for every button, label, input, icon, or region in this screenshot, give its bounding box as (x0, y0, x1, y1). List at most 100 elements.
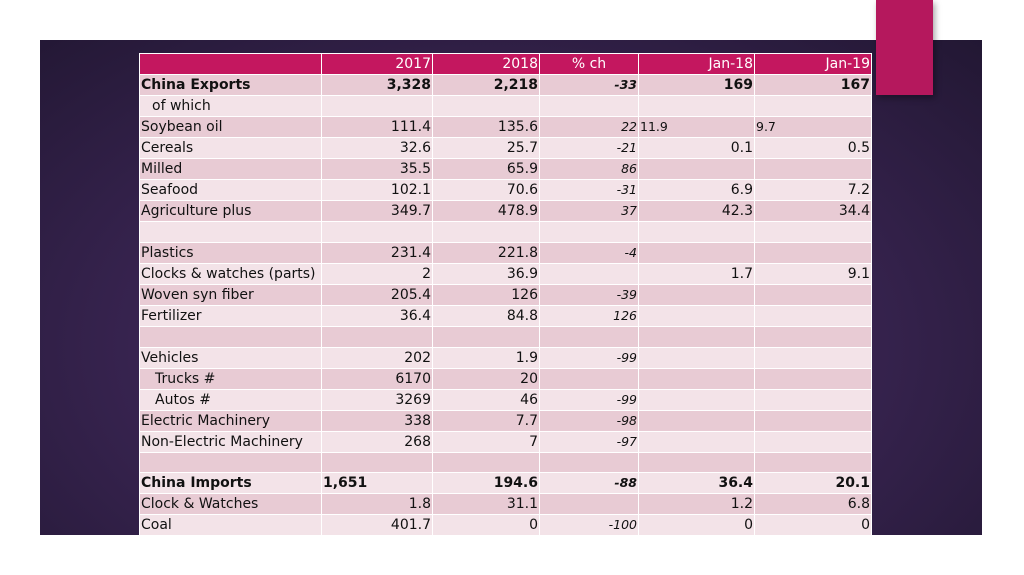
cell-jan-19: 7.2 (754, 179, 872, 201)
cell-2018: 478.9 (432, 200, 540, 222)
cell-2017: 102.1 (321, 179, 433, 201)
cell-2018: 70.6 (432, 179, 540, 201)
cell-2017: 111.4 (321, 116, 433, 138)
cell-2017 (321, 451, 433, 474)
table-row: Seafood 102.1 70.6 -31 6.9 7.2 (139, 179, 872, 201)
cell-2018: 7 (432, 430, 540, 453)
table-row: Cereals 32.6 25.7 -21 0.1 0.5 (139, 137, 872, 159)
cell-2018: 46 (432, 388, 540, 411)
cell-2017: 32.6 (321, 137, 433, 159)
row-label: Agriculture plus (139, 200, 322, 222)
cell-jan-19 (754, 304, 872, 327)
cell-jan-19 (754, 241, 872, 264)
table-row: Vehicles 202 1.9 -99 (139, 346, 872, 369)
row-label: Electric Machinery (139, 409, 322, 432)
cell-2017: 202 (321, 346, 433, 369)
cell-jan-19: 9.7 (754, 116, 872, 138)
cell-jan-19: 20.1 (754, 472, 872, 495)
table-row: Milled 35.5 65.9 86 (139, 158, 872, 180)
cell-2018: 194.6 (432, 472, 540, 495)
cell-2017: 401.7 (321, 514, 433, 537)
cell-jan-19 (754, 409, 872, 432)
cell-jan-19 (754, 325, 872, 348)
cell-2018: 20 (432, 367, 540, 390)
cell-jan-18 (638, 367, 755, 390)
cell-2018: 1.9 (432, 346, 540, 369)
cell-2017: 349.7 (321, 200, 433, 222)
cell-2017: 231.4 (321, 241, 433, 264)
cell-2017: 3269 (321, 388, 433, 411)
cell-pct-change (539, 367, 639, 390)
cell-jan-19 (754, 367, 872, 390)
cell-jan-18: 169 (638, 74, 755, 96)
row-label: Coal (139, 514, 322, 537)
cell-2018: 126 (432, 283, 540, 306)
cell-jan-18 (638, 346, 755, 369)
cell-pct-change: -98 (539, 409, 639, 432)
cell-pct-change (539, 325, 639, 348)
table-row (139, 325, 872, 348)
cell-jan-18: 42.3 (638, 200, 755, 222)
header-jan-19: Jan-19 (754, 53, 872, 75)
table-row: Fertilizer 36.4 84.8 126 (139, 304, 872, 327)
cell-jan-18 (638, 304, 755, 327)
row-label: Trucks # (139, 367, 322, 390)
cell-2018: 36.9 (432, 262, 540, 285)
cell-pct-change: 86 (539, 158, 639, 180)
cell-2018: 84.8 (432, 304, 540, 327)
cell-pct-change (539, 221, 639, 243)
table-row: Plastics 231.4 221.8 -4 (139, 241, 872, 264)
cell-pct-change: -4 (539, 241, 639, 264)
cell-jan-18: 1.7 (638, 262, 755, 285)
cell-pct-change (539, 95, 639, 117)
cell-pct-change: -31 (539, 179, 639, 201)
table-row: Autos # 3269 46 -99 (139, 388, 872, 411)
cell-pct-change: -97 (539, 430, 639, 453)
cell-jan-18: 0 (638, 514, 755, 537)
cell-pct-change: -99 (539, 346, 639, 369)
cell-2018: 65.9 (432, 158, 540, 180)
cell-2017: 1.8 (321, 493, 433, 516)
cell-jan-18: 36.4 (638, 472, 755, 495)
cell-pct-change: -100 (539, 514, 639, 537)
row-label: China Imports (139, 472, 322, 495)
header-2018: 2018 (432, 53, 540, 75)
cell-jan-18 (638, 430, 755, 453)
table-row: China Exports 3,328 2,218 -33 169 167 (139, 74, 872, 96)
cell-2018: 135.6 (432, 116, 540, 138)
cell-2017: 6170 (321, 367, 433, 390)
cell-pct-change: -39 (539, 283, 639, 306)
cell-jan-19 (754, 388, 872, 411)
row-label: Clock & Watches (139, 493, 322, 516)
row-label (139, 451, 322, 474)
table-row: Clocks & watches (parts) 2 36.9 1.7 9.1 (139, 262, 872, 285)
cell-jan-18: 1.2 (638, 493, 755, 516)
cell-jan-19: 9.1 (754, 262, 872, 285)
cell-2018: 221.8 (432, 241, 540, 264)
header-jan-18: Jan-18 (638, 53, 755, 75)
cell-jan-18: 6.9 (638, 179, 755, 201)
cell-jan-18 (638, 388, 755, 411)
row-label: Clocks & watches (parts) (139, 262, 322, 285)
cell-jan-19: 0.5 (754, 137, 872, 159)
table-row: Trucks # 6170 20 (139, 367, 872, 390)
cell-pct-change: -99 (539, 388, 639, 411)
row-label: Seafood (139, 179, 322, 201)
cell-2017: 268 (321, 430, 433, 453)
cell-2017: 2 (321, 262, 433, 285)
cell-pct-change: -21 (539, 137, 639, 159)
table-row: Coal 401.7 0 -100 0 0 (139, 514, 872, 537)
cell-pct-change: 22 (539, 116, 639, 138)
trade-data-table: 2017 2018 % ch Jan-18 Jan-19 China Expor… (139, 53, 872, 537)
cell-2018 (432, 325, 540, 348)
header-2017: 2017 (321, 53, 433, 75)
table-row: Woven syn fiber 205.4 126 -39 (139, 283, 872, 306)
cell-2018: 2,218 (432, 74, 540, 96)
row-label: Non-Electric Machinery (139, 430, 322, 453)
row-label: Autos # (139, 388, 322, 411)
cell-2017: 1,651 (321, 472, 433, 495)
cell-jan-19 (754, 451, 872, 474)
cell-jan-19: 34.4 (754, 200, 872, 222)
row-label: Cereals (139, 137, 322, 159)
row-label: Vehicles (139, 346, 322, 369)
